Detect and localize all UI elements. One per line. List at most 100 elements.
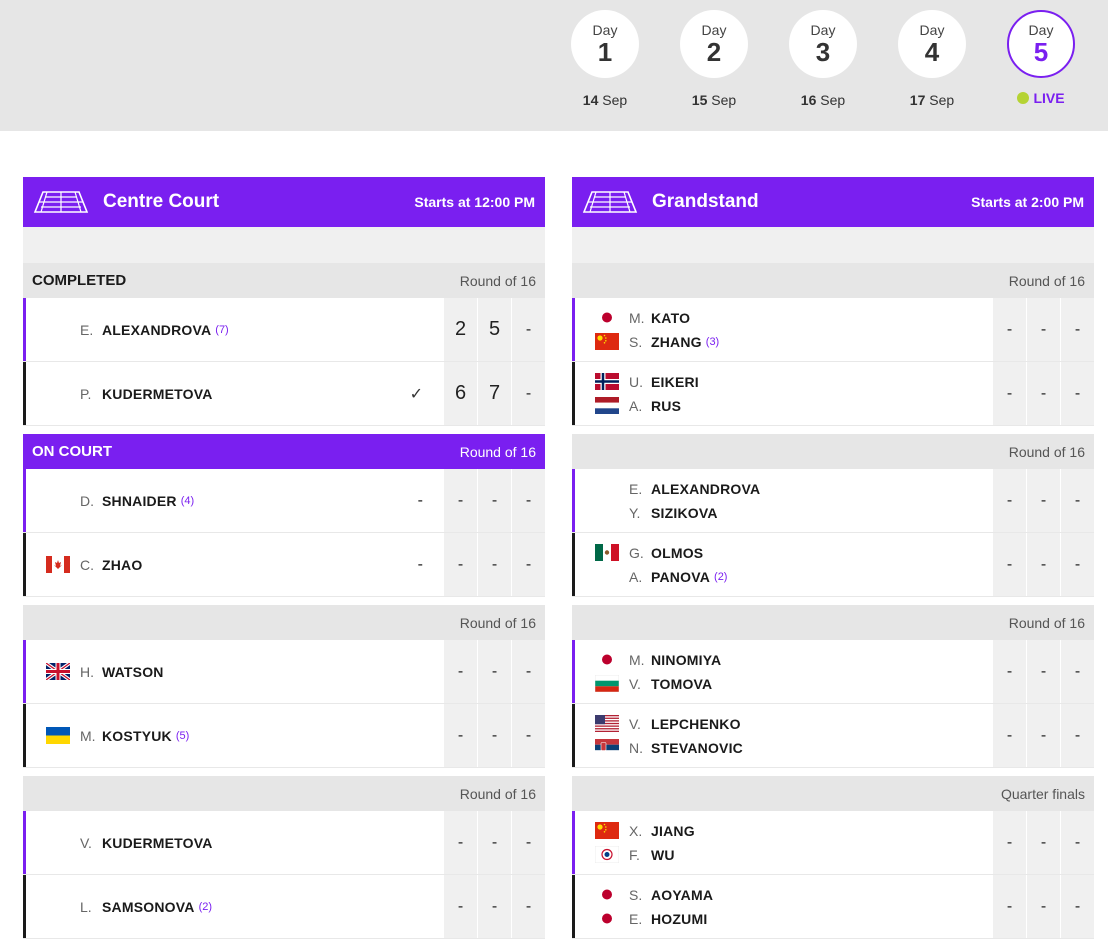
set-score: - [1027,533,1060,596]
day-number: 3 [815,37,831,67]
match-side-row[interactable]: S. AOYAMA E. HOZUMI - - - [572,875,1094,939]
set-score: - [512,811,545,874]
player-name: JIANG [651,822,695,839]
player[interactable]: D. SHNAIDER (4) [26,489,443,513]
flag-placeholder [595,480,619,497]
player[interactable]: E. ALEXANDROVA (7) [26,318,443,342]
side-indicator [23,811,26,874]
match-side-row[interactable]: C. ZHAO - - - - [23,533,545,597]
players-cell: M. KATO S. ZHANG (3) [575,298,992,361]
day-date: 14 Sep [582,92,628,108]
player[interactable]: E. ALEXANDROVA [575,477,992,501]
player[interactable]: M. KOSTYUK (5) [26,724,443,748]
player[interactable]: A. PANOVA (2) [575,565,992,589]
tennis-court-icon [582,189,638,215]
match-side-row[interactable]: E. ALEXANDROVA (7) 2 5- [23,298,545,362]
court-panel: Centre Court Starts at 12:00 PM COMPLETED R… [23,177,545,947]
player-name: KOSTYUK [102,727,172,744]
day-1[interactable]: Day 1 14 Sep [570,10,640,108]
match-side-row[interactable]: G. OLMOS A. PANOVA (2) - - - [572,533,1094,597]
set-score: - [444,811,477,874]
match-side-row[interactable]: M. KATO S. ZHANG (3) - - - [572,298,1094,362]
court-header: Grandstand Starts at 2:00 PM [572,177,1094,227]
player[interactable]: X. JIANG [575,819,992,843]
set-score: - [1061,811,1094,874]
court-start-time: Starts at 12:00 PM [414,194,535,210]
day-3[interactable]: Day 3 16 Sep [788,10,858,108]
set-score: - [1027,469,1060,532]
player[interactable]: G. OLMOS [575,541,992,565]
flag-japan-icon [595,886,619,903]
player[interactable]: E. HOZUMI [575,907,992,931]
set-score: - [993,640,1026,703]
set-score: - [512,298,545,361]
set-score: - [1061,704,1094,767]
match-header: Round of 16 [572,263,1094,298]
court-name: Centre Court [103,191,220,212]
match-side-row[interactable]: U. EIKERI A. RUS - - - [572,362,1094,426]
player[interactable]: V. KUDERMETOVA [26,831,443,855]
player-seed: (5) [175,729,190,742]
day-2-button[interactable]: Day 2 [680,10,748,78]
player[interactable]: Y. SIZIKOVA [575,501,992,525]
set-score: - [512,640,545,703]
set-score: - [993,362,1026,425]
serve-indicator: - [417,491,423,509]
match-side-row[interactable]: E. ALEXANDROVA Y. SIZIKOVA - - - [572,469,1094,533]
match-side-row[interactable]: P. KUDERMETOVA ✓ 6 7- [23,362,545,426]
player-name: ZHAO [102,556,143,573]
match-status: ON COURT [32,443,112,460]
player[interactable]: A. RUS [575,394,992,418]
player[interactable]: S. ZHANG (3) [575,330,992,354]
match-side-row[interactable]: M. KOSTYUK (5) - - - [23,704,545,768]
player[interactable]: C. ZHAO [26,553,443,577]
match-side-row[interactable]: L. SAMSONOVA (2) - - - [23,875,545,939]
winner-check-icon: ✓ [409,385,423,403]
match-side-row[interactable]: X. JIANG F. WU - - - [572,811,1094,875]
player[interactable]: L. SAMSONOVA (2) [26,895,443,919]
side-indicator [572,811,575,874]
day-4[interactable]: Day 4 17 Sep [897,10,967,108]
player[interactable]: F. WU [575,843,992,867]
player[interactable]: U. EIKERI [575,370,992,394]
match-side-row[interactable]: D. SHNAIDER (4) - - - - [23,469,545,533]
match-round: Round of 16 [1008,443,1085,460]
match-side-row[interactable]: H. WATSON - - - [23,640,545,704]
players-cell: G. OLMOS A. PANOVA (2) [575,533,992,596]
set-score: - [444,704,477,767]
set-score: - [444,533,477,596]
match-round: Round of 16 [1008,614,1085,631]
day-4-button[interactable]: Day 4 [898,10,966,78]
set-score: - [1061,875,1094,938]
set-score: - [1027,875,1060,938]
player[interactable]: V. TOMOVA [575,672,992,696]
player[interactable]: N. STEVANOVIC [575,736,992,760]
flag-placeholder [46,898,70,915]
day-3-button[interactable]: Day 3 [789,10,857,78]
player[interactable]: V. LEPCHENKO [575,712,992,736]
day-word: Day [919,22,945,38]
match-round: Round of 16 [459,614,536,631]
player-name: WATSON [102,663,164,680]
player[interactable]: S. AOYAMA [575,883,992,907]
player[interactable]: P. KUDERMETOVA [26,382,443,406]
player-initial: M. [80,727,96,744]
day-2[interactable]: Day 2 15 Sep [679,10,749,108]
match-side-row[interactable]: V. KUDERMETOVA - - - [23,811,545,875]
day-1-button[interactable]: Day 1 [571,10,639,78]
flag-japan-icon [595,309,619,326]
player-name: KUDERMETOVA [102,834,213,851]
set-score: 6 [444,362,477,425]
score-cells: --- [992,875,1094,938]
day-5[interactable]: Day 5 LIVE [1006,10,1076,106]
side-indicator [572,362,575,425]
players-cell: P. KUDERMETOVA ✓ [26,362,443,425]
player[interactable]: M. KATO [575,306,992,330]
player[interactable]: M. NINOMIYA [575,648,992,672]
match-side-row[interactable]: M. NINOMIYA V. TOMOVA - - - [572,640,1094,704]
player-name: STEVANOVIC [651,739,743,756]
player[interactable]: H. WATSON [26,660,443,684]
match-side-row[interactable]: V. LEPCHENKO N. STEVANOVIC - - - [572,704,1094,768]
day-5-button[interactable]: Day 5 [1007,10,1075,78]
